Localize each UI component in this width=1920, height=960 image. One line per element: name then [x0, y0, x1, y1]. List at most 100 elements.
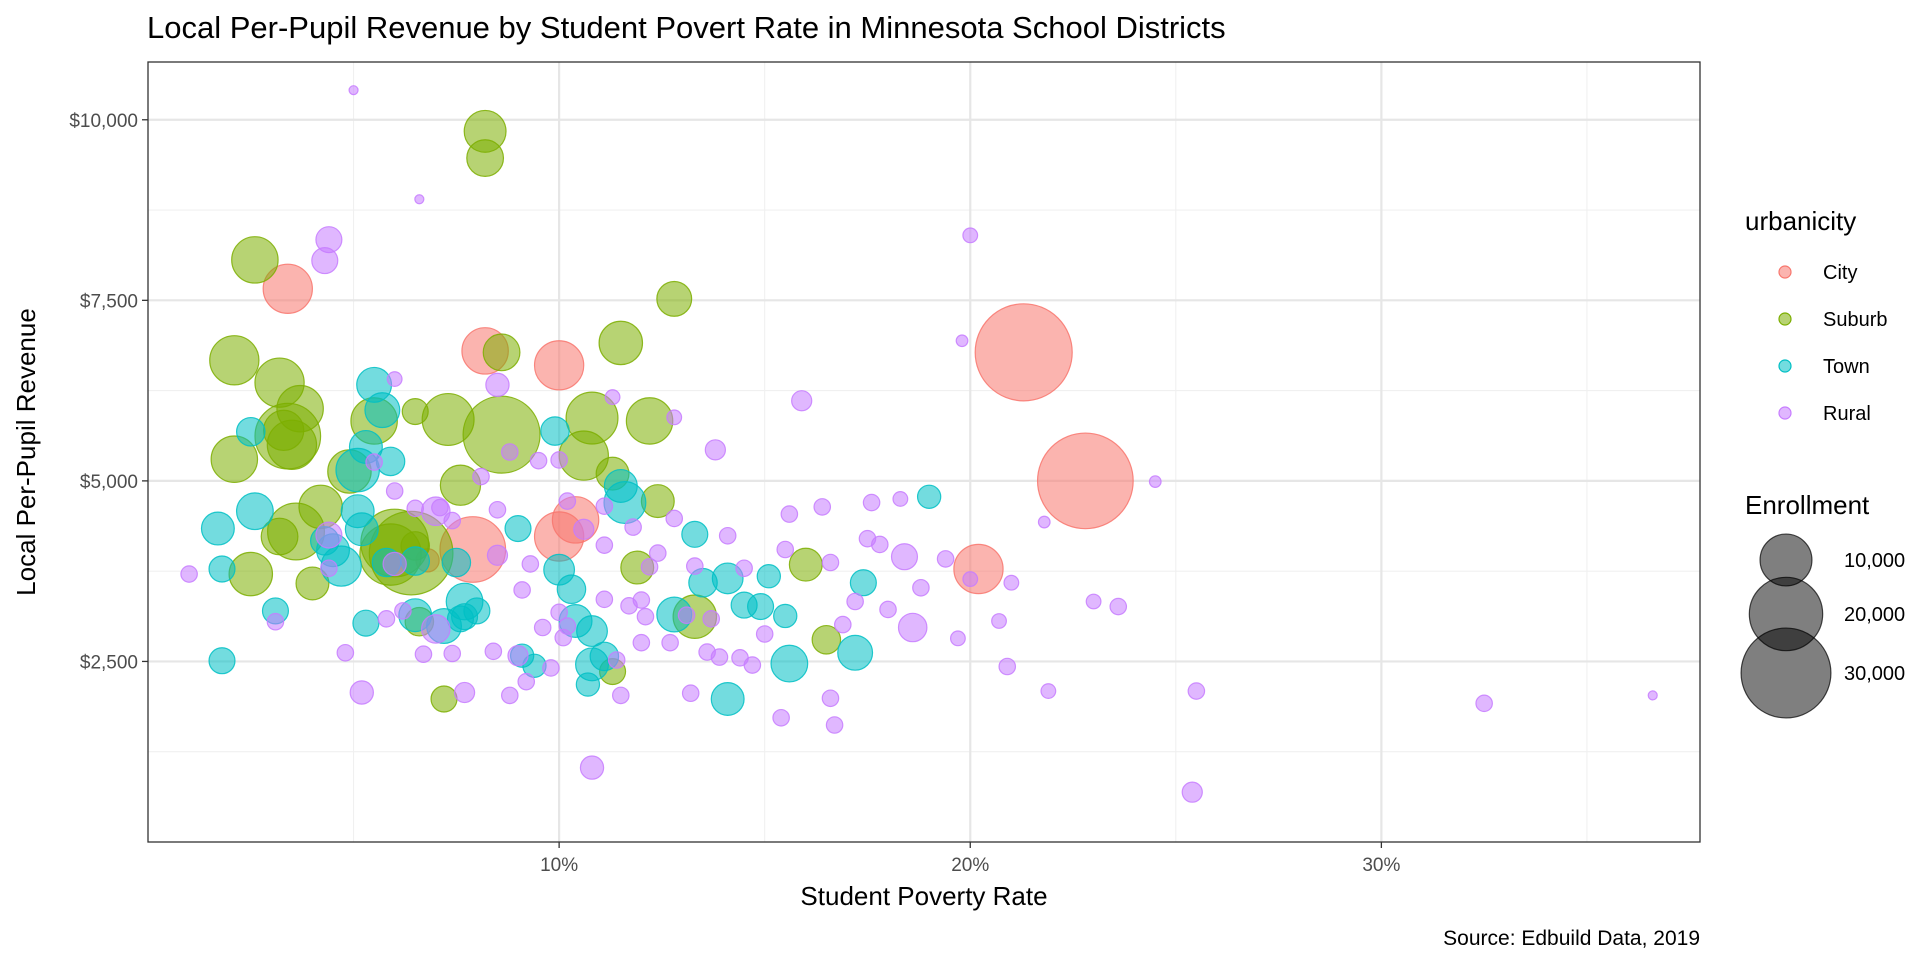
x-tick-label: 10%: [540, 855, 578, 876]
data-point: [500, 686, 519, 705]
data-point: [209, 335, 260, 386]
data-point: [1181, 781, 1203, 803]
data-point: [625, 397, 674, 445]
data-point: [486, 544, 509, 566]
data-point: [1187, 682, 1206, 700]
data-point: [576, 615, 608, 648]
data-point: [656, 280, 693, 317]
data-point: [879, 600, 897, 619]
data-point: [773, 603, 798, 629]
x-tick-label: 30%: [1362, 855, 1400, 876]
data-point: [550, 451, 568, 469]
size-legend-title: Enrollment: [1745, 490, 1870, 520]
data-point: [573, 518, 595, 540]
data-point: [849, 569, 877, 597]
data-point: [821, 689, 840, 708]
data-point: [710, 681, 745, 716]
data-point: [735, 559, 753, 578]
data-point: [504, 514, 532, 543]
size-legend-key: [1740, 627, 1832, 719]
data-point: [595, 497, 614, 515]
series-rural: [180, 85, 1658, 803]
data-point: [533, 340, 585, 391]
data-point: [665, 509, 684, 528]
data-point: [349, 680, 374, 705]
x-axis-title: Student Poverty Rate: [800, 881, 1047, 911]
data-point: [420, 614, 451, 644]
data-point: [500, 443, 519, 461]
data-point: [916, 484, 942, 509]
data-point: [262, 263, 313, 314]
data-point: [704, 439, 726, 461]
data-point: [780, 505, 799, 523]
data-point: [666, 409, 683, 426]
data-point: [1148, 475, 1162, 489]
data-point: [210, 435, 259, 484]
data-point: [1647, 690, 1658, 701]
data-point: [681, 684, 700, 703]
data-point: [892, 491, 909, 507]
data-point: [837, 634, 874, 671]
data-point: [443, 511, 462, 530]
y-axis: $2,500 $5,000 $7,500 $10,000: [69, 111, 148, 673]
legend-label: City: [1823, 262, 1857, 284]
data-point: [386, 371, 403, 387]
x-axis: 10% 20% 30%: [540, 842, 1400, 876]
size-legend-items: 10,000 20,000 30,000: [1740, 533, 1905, 719]
y-tick-label: $10,000: [69, 111, 138, 132]
data-point: [1037, 515, 1051, 529]
gridlines: [148, 62, 1700, 842]
data-point: [991, 613, 1007, 629]
data-point: [955, 334, 969, 348]
data-point: [208, 555, 236, 583]
data-point: [681, 520, 709, 548]
data-point: [661, 633, 679, 652]
data-point: [443, 644, 462, 663]
data-point: [772, 708, 790, 727]
legend-label: Rural: [1823, 403, 1871, 425]
data-point: [640, 558, 659, 576]
data-point: [632, 591, 651, 609]
data-point: [414, 194, 425, 205]
legend-item-city: City: [1778, 262, 1857, 284]
data-point: [813, 498, 832, 516]
data-point: [825, 716, 844, 734]
data-point: [453, 681, 476, 704]
data-point: [208, 647, 236, 675]
data-point: [382, 551, 407, 577]
data-point: [462, 395, 541, 474]
data-point: [791, 390, 813, 412]
legend: urbanicity City Suburb Town Rural Enrollmen…: [1740, 206, 1905, 719]
data-point: [862, 493, 881, 512]
y-tick-label: $2,500: [80, 652, 138, 673]
data-point: [260, 517, 299, 556]
data-point: [200, 511, 235, 546]
data-point: [636, 607, 655, 626]
data-point: [262, 409, 305, 452]
data-point: [632, 633, 651, 652]
data-point: [235, 416, 266, 447]
data-point: [788, 547, 823, 582]
data-point: [472, 467, 490, 486]
size-legend-label: 20,000: [1844, 604, 1905, 626]
legend-key: [1778, 265, 1792, 279]
data-point: [953, 543, 1004, 595]
data-point: [962, 571, 979, 588]
data-point: [821, 553, 840, 572]
data-point: [1040, 683, 1057, 699]
data-point: [718, 526, 737, 545]
data-point: [595, 590, 614, 609]
data-point: [365, 453, 383, 471]
data-point: [401, 397, 429, 426]
data-point: [298, 484, 343, 530]
legend-key: [1778, 312, 1792, 326]
data-point: [542, 659, 560, 677]
data-point: [377, 610, 396, 628]
series-city: [262, 263, 1134, 595]
data-point: [320, 559, 338, 578]
data-point: [1085, 593, 1102, 610]
data-point: [421, 392, 475, 447]
data-point: [463, 597, 491, 625]
data-point: [558, 492, 577, 510]
data-point: [521, 555, 540, 573]
